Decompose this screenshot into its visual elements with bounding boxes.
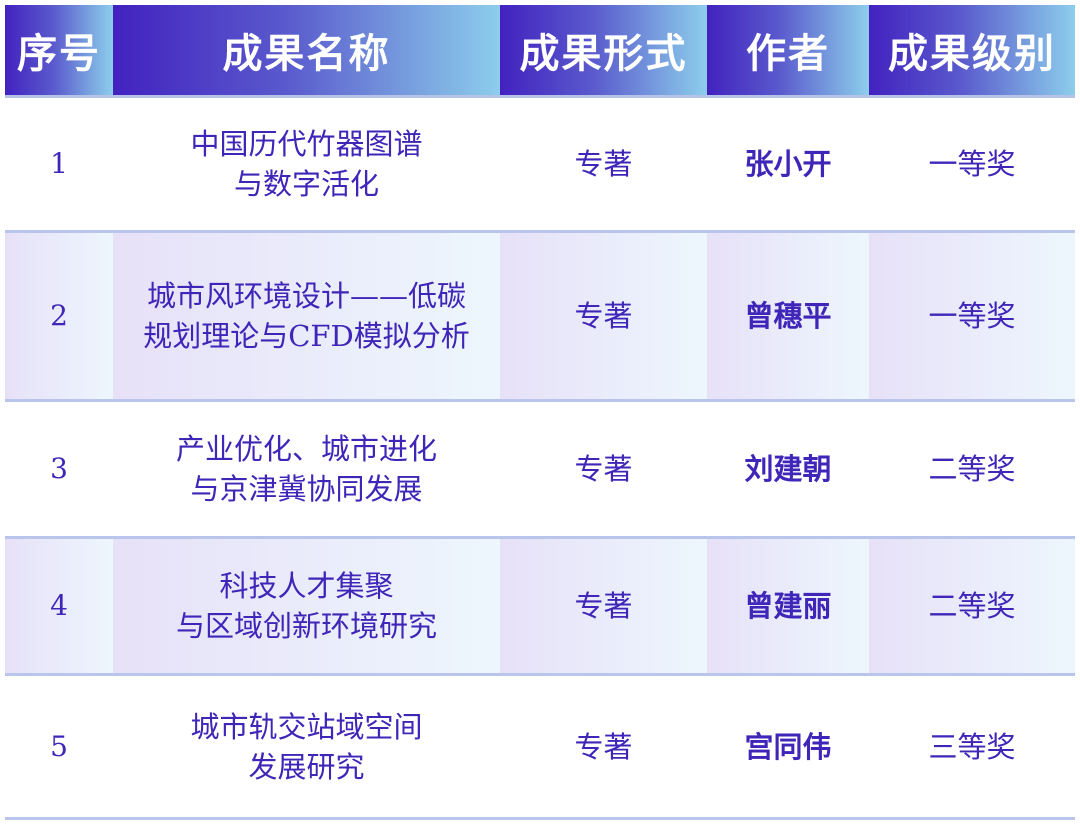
row-author: 刘建朝 [707, 400, 869, 539]
row-level: 一等奖 [869, 231, 1075, 402]
table-row: 3 产业优化、城市进化 与京津冀协同发展 专著 刘建朝 二等奖 [5, 400, 1075, 539]
table-row: 1 中国历代竹器图谱 与数字活化 专著 张小开 一等奖 [5, 96, 1075, 233]
row-form: 专著 [500, 231, 707, 402]
row-title: 中国历代竹器图谱 与数字活化 [113, 96, 500, 233]
title-line-1: 城市风环境设计——低碳 [146, 279, 466, 313]
row-author: 张小开 [707, 96, 869, 233]
header-title: 成果名称 [113, 5, 500, 98]
table-row: 4 科技人才集聚 与区域创新环境研究 专著 曾建丽 二等奖 [5, 537, 1075, 676]
row-form: 专著 [500, 400, 707, 539]
row-level: 一等奖 [869, 96, 1075, 233]
row-level: 二等奖 [869, 537, 1075, 676]
title-line-2: 与区域创新环境研究 [175, 609, 437, 643]
row-level: 三等奖 [869, 674, 1075, 820]
row-author: 宫同伟 [707, 674, 869, 820]
awards-table: 序号 成果名称 成果形式 作者 成果级别 1 中国历代竹器图谱 与数字活化 专著 张小开… [5, 5, 1075, 820]
title-line-1: 城市轨交站域空间 [190, 709, 423, 744]
title-line-1: 产业优化、城市进化 [175, 432, 437, 466]
header-form: 成果形式 [500, 5, 707, 98]
row-author: 曾建丽 [707, 537, 869, 676]
title-line-1: 科技人才集聚 [219, 569, 394, 603]
row-number: 2 [5, 231, 113, 402]
row-form: 专著 [500, 674, 707, 820]
title-line-1: 中国历代竹器图谱 [190, 127, 423, 161]
row-title: 科技人才集聚与区域创新环境研究 [113, 537, 500, 676]
header-row: 序号 成果名称 成果形式 作者 成果级别 [5, 5, 1075, 98]
row-level: 二等奖 [869, 400, 1075, 539]
row-number: 3 [5, 400, 113, 539]
row-title: 城市风环境设计——低碳 规划理论与CFD模拟分析 [113, 231, 500, 402]
row-title: 产业优化、城市进化 与京津冀协同发展 [113, 400, 500, 539]
row-form: 专著 [500, 537, 707, 676]
row-number: 4 [5, 537, 113, 676]
row-number: 1 [5, 96, 113, 233]
title-line-2: 与京津冀协同发展 [190, 472, 423, 506]
table-row: 2 城市风环境设计——低碳 规划理论与CFD模拟分析 专著 曾穗平 一等奖 [5, 231, 1075, 402]
table-row: 5 城市轨交站域空间 发展研究 专著 宫同伟 三等奖 [5, 674, 1075, 820]
row-author: 曾穗平 [707, 231, 869, 402]
row-number: 5 [5, 674, 113, 820]
header-level: 成果级别 [869, 5, 1075, 98]
header-number: 序号 [5, 5, 113, 98]
row-title: 城市轨交站域空间 发展研究 [113, 674, 500, 820]
header-author: 作者 [707, 5, 869, 98]
row-form: 专著 [500, 96, 707, 233]
title-line-2: 发展研究 [248, 749, 365, 784]
title-line-2: 与数字活化 [233, 167, 379, 201]
title-line-2: 规划理论与CFD模拟分析 [143, 319, 470, 353]
